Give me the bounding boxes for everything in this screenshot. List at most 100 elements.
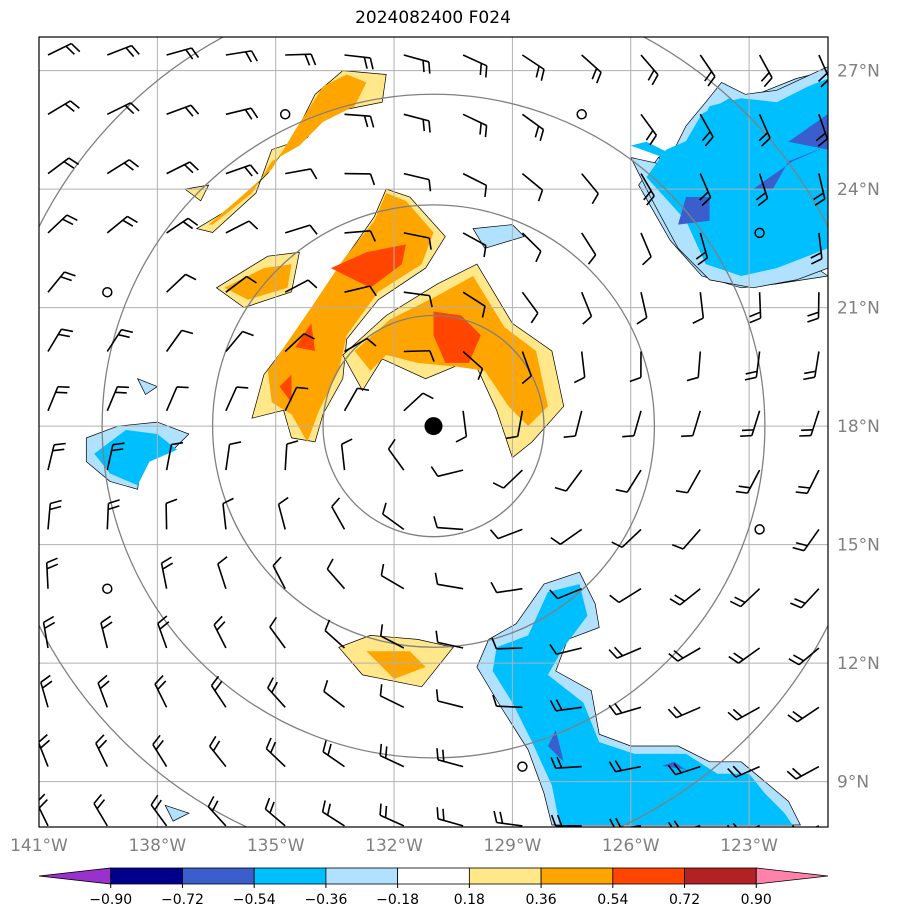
wind-barb [166,217,199,234]
wind-barb [640,173,655,206]
wind-barb [165,498,178,530]
wind-barb [563,410,583,438]
wind-barb [284,332,315,353]
colorbar-extension-low [38,867,112,885]
wind-barb [379,803,405,827]
calm-wind-marker [102,286,113,298]
wind-barb [668,647,701,662]
wind-barb [667,763,701,776]
longitude-tick-label: 126°W [602,836,660,856]
wind-barb [284,279,318,293]
wind-barb [160,556,174,589]
wind-barb [225,275,257,293]
wind-barb [493,810,523,827]
colorbar-swatch [540,867,614,885]
wind-barb [166,161,199,175]
wind-barb [490,581,523,594]
wind-barb [40,674,53,708]
latitude-tick-label: 12°N [837,654,880,674]
wind-barb [403,172,432,192]
wind-barb [284,440,299,471]
wind-barb [695,232,709,266]
colorbar-tick-label: −0.54 [233,892,276,908]
wind-barb [152,734,168,768]
colorbar-tick-label: −0.72 [161,892,204,908]
wind-barb [462,172,488,198]
wind-barb [340,438,353,471]
wind-barb [326,558,346,590]
distance-rings [39,37,828,827]
wind-barb [462,291,486,318]
wind-barb [47,328,74,352]
wind-barb [207,795,227,827]
calm-wind-marker [576,109,587,120]
wind-barb [47,157,80,175]
wind-barb [788,647,820,666]
wind-barb [671,528,701,550]
wind-barb [47,442,66,471]
negative-shading-0p54-3 [547,730,564,762]
wind-barb [810,232,823,265]
negative-shading-0p54-2 [788,114,828,150]
latitude-tick-label: 18°N [837,417,880,437]
negative-shading-0p18-4 [472,224,525,249]
wind-barb [166,273,197,293]
wind-barb [550,814,582,827]
colorbar-tick-label: 0.54 [597,892,628,908]
wind-barb [521,232,542,263]
wind-barb [521,113,545,142]
wind-barb [692,292,705,324]
wind-barb [166,47,200,60]
wind-barb [433,516,464,531]
wind-barb [735,469,761,494]
wind-barb [455,410,468,443]
wind-barb [165,386,189,412]
colorbar-swatch [468,867,542,885]
shaded-field-layer [85,66,828,826]
colorbar-swatch [325,867,399,885]
wind-barb [39,734,51,767]
wind-barb [100,615,113,649]
wind-barb [436,807,464,827]
wind-barb [225,220,259,234]
wind-barb [323,680,345,708]
negative-shading-0p36-0 [646,78,828,276]
wind-barb [272,556,286,590]
wind-barb [640,54,659,86]
negative-shading-0p18-6 [164,804,190,822]
wind-barb [436,748,464,768]
wind-barb [787,706,820,723]
positive-shading-0p36-4 [366,651,426,679]
wind-barb [728,647,761,664]
positive-shading-0p54-1 [295,323,316,351]
wind-barb [267,677,286,708]
wind-barb [786,765,820,780]
latitude-tick-label: 21°N [837,299,880,319]
wind-barb [269,616,286,649]
wind-barb [225,386,249,412]
wind-barb [107,44,140,58]
wind-barb [265,737,286,768]
wind-barb [492,469,523,489]
longitude-tick-label: 135°W [247,836,305,856]
wind-barb [434,572,464,590]
wind-barb [462,232,487,258]
wind-barb [622,410,642,438]
wind-barb [629,351,642,383]
wind-barb [284,224,318,235]
wind-barb [554,469,583,492]
wind-barb [106,102,140,116]
wind-barb [277,496,289,530]
wind-barb [640,232,652,266]
wind-barb [430,466,464,478]
wind-barb [521,351,533,385]
wind-barb [792,528,820,552]
wind-barb [727,765,760,778]
wind-barb [669,588,701,606]
wind-barb [39,793,49,827]
wind-barb [47,42,81,56]
wind-barb [106,328,134,352]
negative-shading-0p18-3 [136,378,159,396]
wind-barb [166,104,200,117]
wind-barb [379,743,405,768]
